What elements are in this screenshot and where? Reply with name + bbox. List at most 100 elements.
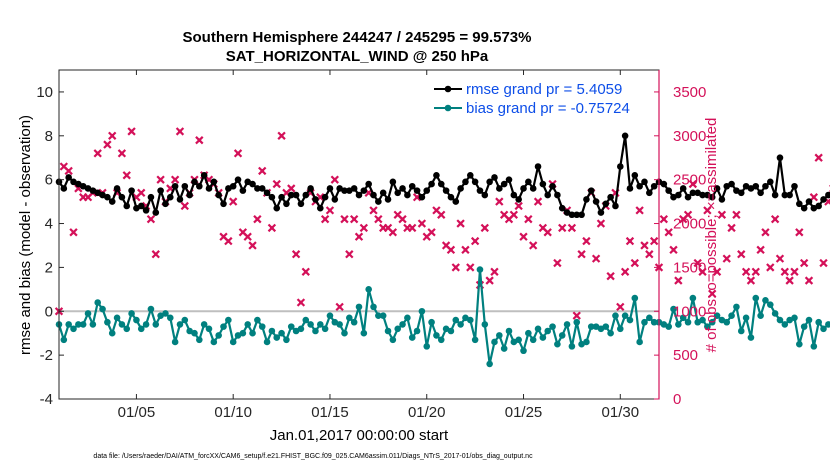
bias-point (147, 305, 155, 313)
rmse-point (805, 198, 813, 205)
rmse-point (408, 182, 416, 190)
rmse-point (684, 193, 692, 201)
chart-title-line2: SAT_HORIZONTAL_WIND @ 250 hPa (226, 48, 489, 65)
obs-point (746, 276, 756, 285)
bias-point (433, 332, 440, 339)
rmse-point (302, 191, 310, 199)
obs-point (722, 254, 731, 263)
bias-point (766, 301, 774, 308)
bias-point (558, 332, 566, 339)
bias-point (544, 327, 552, 335)
obs-point (737, 250, 746, 259)
bias-point (268, 327, 276, 335)
bias-point (728, 312, 735, 319)
rmse-point (781, 191, 789, 199)
right-y-axis: 0 500 1000 1500 2000 2500 3000 3500 (654, 70, 706, 408)
bias-point (771, 310, 779, 317)
left-tick-label: 0 (45, 303, 53, 320)
right-tick-label: 3500 (673, 84, 706, 101)
bias-point (699, 316, 706, 324)
obs-point (756, 245, 765, 255)
rmse-point (592, 198, 600, 205)
bias-point (815, 318, 822, 326)
bias-point (404, 314, 411, 322)
bias-point (171, 338, 179, 346)
bias-point (650, 318, 658, 326)
rmse-point (820, 196, 827, 203)
bias-point (781, 321, 789, 328)
left-tick-label: 10 (36, 84, 53, 101)
bias-point (675, 321, 682, 328)
bias-point (239, 329, 247, 337)
bias-point (210, 338, 218, 346)
rmse-point (413, 187, 421, 194)
bias-point (379, 312, 387, 319)
bias-point (708, 318, 716, 326)
bias-point (471, 336, 479, 344)
obs-point (524, 214, 533, 224)
rmse-point (128, 187, 135, 194)
bias-point (539, 334, 547, 341)
obs-point (180, 201, 189, 211)
rmse-point (665, 187, 672, 194)
obs-point (335, 302, 344, 312)
rmse-point (558, 204, 566, 212)
bias-point (70, 325, 77, 333)
bias-point (263, 338, 271, 346)
rmse-point (176, 196, 184, 203)
obs-point (751, 267, 760, 276)
rmse-point (602, 200, 610, 208)
x-tick-label: 01/05 (118, 404, 156, 421)
bias-point (602, 323, 610, 330)
bias-point (312, 327, 319, 335)
rmse-point (186, 191, 193, 199)
rmse-point (718, 196, 726, 203)
bias-point (166, 314, 174, 322)
bias-point (733, 303, 740, 311)
obs-point (770, 214, 780, 224)
bias-point (375, 312, 382, 319)
bias-point (399, 321, 406, 328)
rmse-point (631, 171, 639, 179)
bias-point (346, 314, 353, 322)
bias-point (60, 336, 68, 344)
bias-point (466, 316, 474, 324)
bias-point (297, 325, 305, 333)
rmse-point (171, 182, 179, 190)
x-tick-label: 01/10 (214, 404, 252, 421)
obs-point (388, 228, 398, 237)
rmse-point (249, 180, 256, 188)
rmse-point (471, 178, 479, 186)
bias-point (287, 323, 295, 330)
rmse-point (268, 193, 276, 201)
rmse-point (137, 202, 145, 210)
right-tick-label: 500 (673, 347, 698, 364)
obs-point (799, 258, 809, 268)
obs-point (814, 153, 823, 162)
bias-point (94, 299, 102, 306)
bias-point (152, 321, 160, 328)
rmse-point (544, 191, 552, 199)
left-tick-label: 4 (45, 216, 53, 233)
obs-point (229, 197, 238, 206)
bias-point (757, 312, 764, 319)
bias-point (529, 336, 537, 344)
bias-point (355, 303, 363, 311)
obs-point (108, 131, 117, 140)
legend-bias-marker (444, 104, 452, 112)
obs-point (625, 236, 635, 246)
rmse-point (786, 191, 793, 199)
obs-point (243, 232, 252, 241)
obs-point (320, 214, 330, 224)
rmse-point (215, 191, 222, 199)
rmse-point (123, 202, 131, 210)
bias-point (713, 312, 721, 319)
obs-point (137, 188, 146, 198)
rmse-point (791, 182, 798, 190)
left-y-axis: -4 -2 0 2 4 6 8 10 (36, 84, 64, 408)
rmse-point (752, 182, 760, 190)
rmse-point (157, 187, 164, 194)
rmse-point (500, 180, 508, 188)
obs-point (248, 241, 257, 250)
right-tick-label: 0 (673, 391, 681, 408)
